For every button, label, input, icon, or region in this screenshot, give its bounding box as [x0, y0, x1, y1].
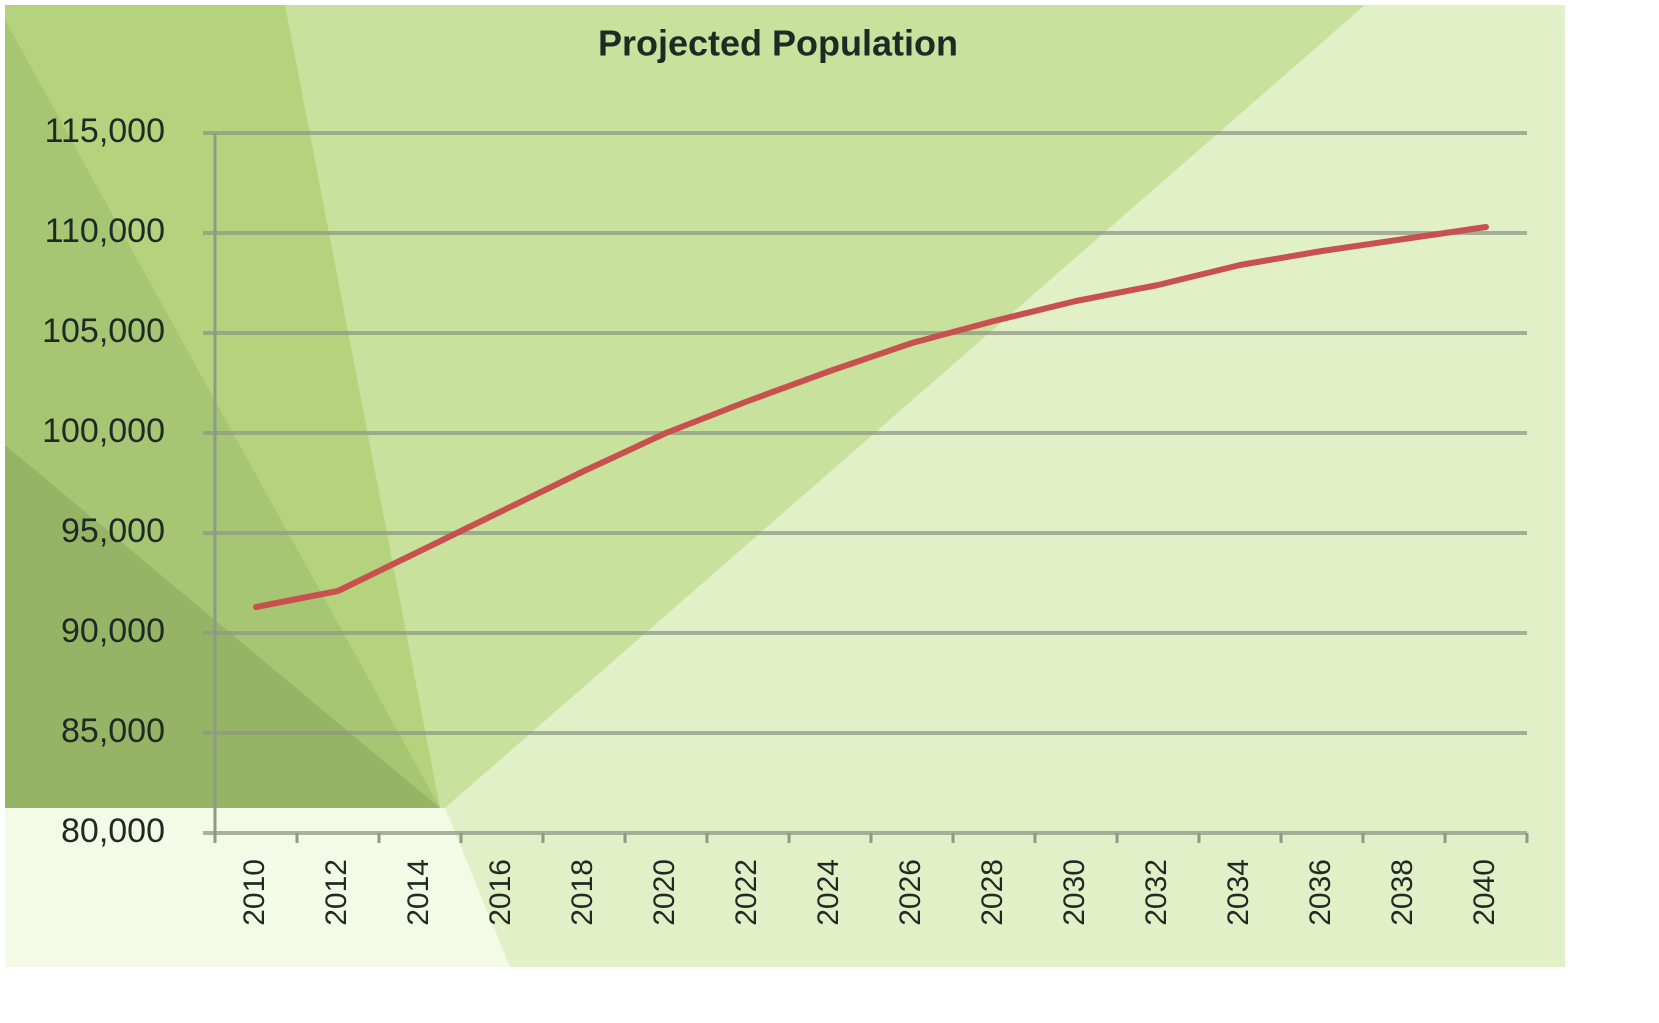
- x-tick-label: 2014: [402, 859, 435, 926]
- bg-shape: [5, 445, 440, 808]
- x-tick-label: 2038: [1386, 859, 1419, 926]
- bg-shape: [285, 5, 1365, 808]
- x-tick-label: 2034: [1222, 859, 1255, 926]
- y-tick-label: 100,000: [42, 412, 165, 450]
- y-tick-label: 110,000: [45, 212, 165, 250]
- y-tick-label: 105,000: [42, 312, 165, 350]
- x-tick-label: 2040: [1468, 859, 1501, 926]
- y-tick-label: 95,000: [61, 512, 165, 550]
- x-tick-label: 2026: [894, 859, 927, 926]
- bg-shape: [5, 808, 510, 967]
- x-tick-label: 2018: [566, 859, 599, 926]
- x-tick-label: 2036: [1304, 859, 1337, 926]
- x-tick-label: 2010: [238, 859, 271, 926]
- x-tick-label: 2022: [730, 859, 763, 926]
- y-tick-label: 85,000: [61, 712, 165, 750]
- y-tick-label: 115,000: [45, 112, 165, 150]
- line-series: [253, 224, 1489, 610]
- x-tick-label: 2012: [320, 859, 353, 926]
- y-tick-label: 80,000: [61, 812, 165, 850]
- x-tick-label: 2030: [1058, 859, 1091, 926]
- x-tick-label: 2028: [976, 859, 1009, 926]
- x-tick-label: 2016: [484, 859, 517, 926]
- x-tick-label: 2024: [812, 859, 845, 926]
- y-tick-label: 90,000: [61, 612, 165, 650]
- x-tick-label: 2032: [1140, 859, 1173, 926]
- x-tick-label: 2020: [648, 859, 681, 926]
- chart-title: Projected Population: [598, 23, 958, 64]
